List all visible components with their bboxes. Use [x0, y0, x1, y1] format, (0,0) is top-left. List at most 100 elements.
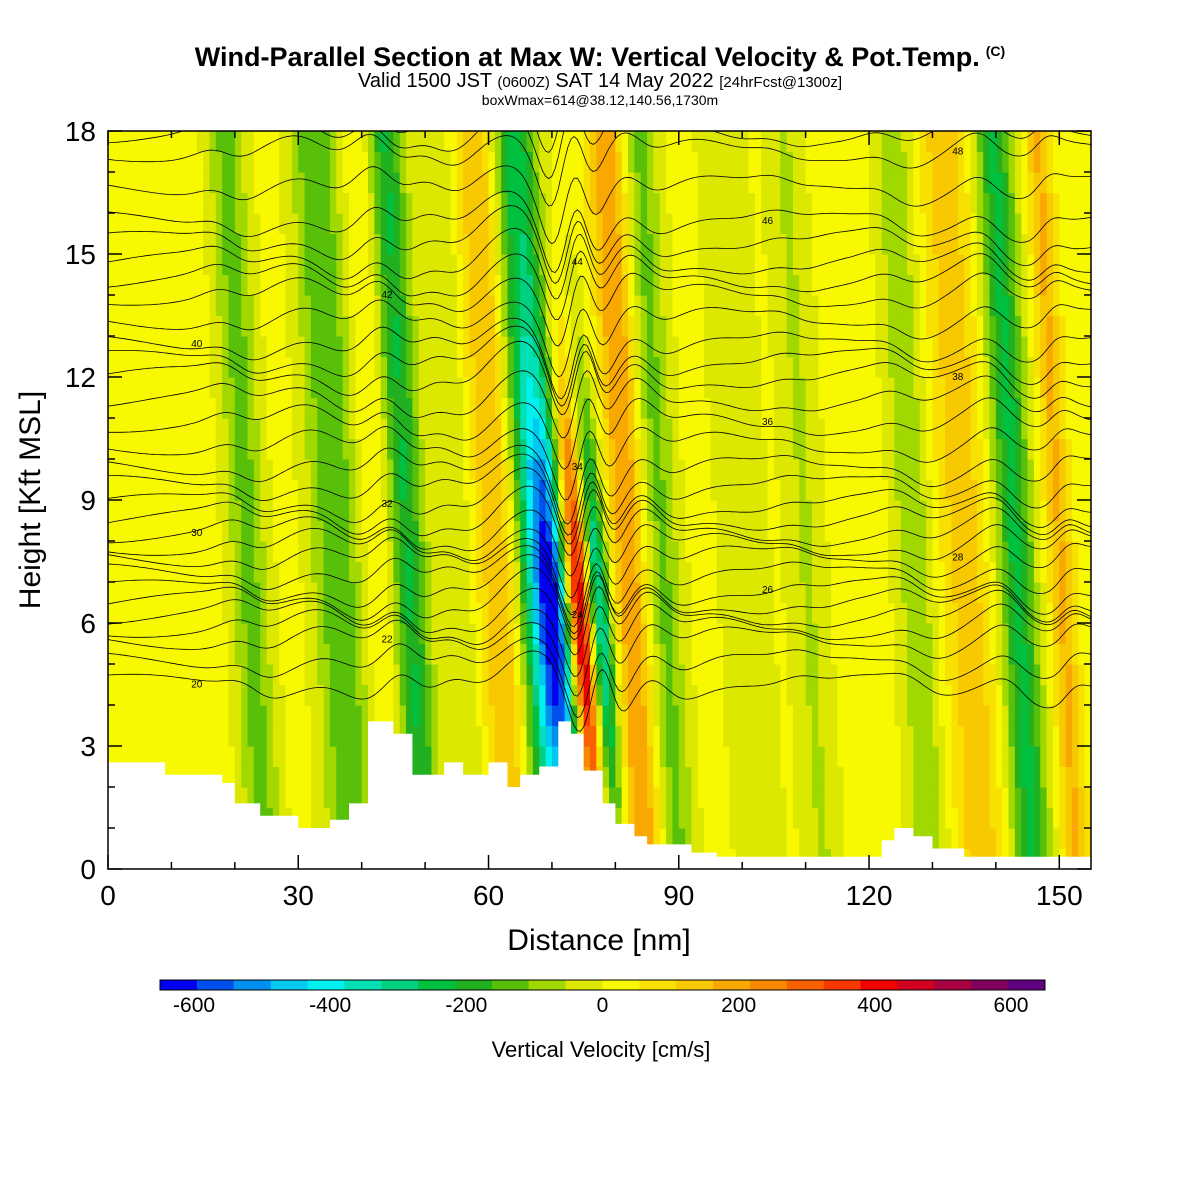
velocity-cell	[418, 315, 426, 337]
velocity-cell	[520, 131, 528, 153]
velocity-cell	[748, 500, 756, 522]
velocity-cell	[862, 623, 870, 645]
velocity-cell	[913, 561, 921, 583]
velocity-cell	[691, 438, 699, 460]
velocity-cell	[412, 254, 420, 276]
velocity-cell	[551, 377, 559, 399]
velocity-cell	[773, 295, 781, 317]
velocity-cell	[609, 766, 616, 788]
velocity-cell	[482, 336, 490, 358]
velocity-cell	[653, 705, 661, 727]
velocity-cell	[932, 643, 940, 665]
velocity-cell	[520, 459, 528, 481]
velocity-cell	[824, 315, 832, 337]
velocity-cell	[678, 479, 686, 501]
velocity-cell	[494, 233, 502, 255]
velocity-cell	[799, 377, 807, 399]
velocity-cell	[799, 295, 807, 317]
velocity-cell	[406, 623, 414, 645]
velocity-cell	[234, 746, 242, 768]
velocity-cell	[697, 336, 705, 358]
velocity-cell	[596, 418, 604, 440]
velocity-cell	[761, 295, 769, 317]
velocity-cell	[685, 664, 693, 686]
velocity-cell	[862, 479, 870, 501]
velocity-cell	[666, 520, 674, 542]
velocity-cell	[843, 582, 851, 604]
velocity-cell	[482, 500, 490, 522]
velocity-cell	[501, 233, 509, 255]
velocity-cell	[190, 664, 198, 686]
velocity-cell	[317, 561, 325, 583]
velocity-cell	[253, 418, 261, 440]
velocity-cell	[748, 643, 756, 665]
velocity-cell	[938, 664, 946, 686]
velocity-cell	[653, 520, 661, 542]
velocity-cell	[570, 520, 578, 542]
velocity-cell	[304, 725, 312, 747]
velocity-cell	[222, 725, 230, 747]
velocity-cell	[894, 377, 902, 399]
velocity-cell	[133, 418, 141, 440]
velocity-cell	[792, 315, 800, 337]
velocity-cell	[108, 520, 115, 542]
velocity-cell	[837, 807, 845, 829]
velocity-cell	[158, 254, 166, 276]
velocity-cell	[869, 807, 876, 829]
velocity-cell	[697, 479, 705, 501]
velocity-cell	[881, 582, 889, 604]
velocity-cell	[209, 151, 217, 173]
velocity-cell	[938, 602, 946, 624]
velocity-cell	[799, 254, 807, 276]
velocity-cell	[964, 418, 972, 440]
velocity-cell	[450, 438, 458, 460]
velocity-cell	[431, 295, 439, 317]
velocity-cell	[653, 828, 661, 850]
velocity-cell	[780, 315, 788, 337]
velocity-cell	[837, 705, 845, 727]
velocity-cell	[184, 705, 192, 727]
velocity-cell	[799, 582, 807, 604]
velocity-cell	[907, 664, 915, 686]
velocity-cell	[272, 418, 280, 440]
velocity-cell	[634, 151, 642, 173]
velocity-cell	[589, 664, 597, 686]
velocity-cell	[577, 500, 585, 522]
velocity-cell	[735, 684, 743, 706]
velocity-cell	[666, 684, 674, 706]
velocity-cell	[355, 684, 363, 706]
velocity-cell	[805, 459, 813, 481]
velocity-cell	[945, 438, 953, 460]
velocity-cell	[475, 725, 483, 747]
velocity-cell	[406, 561, 414, 583]
velocity-cell	[615, 356, 623, 378]
velocity-cell	[919, 459, 927, 481]
velocity-cell	[811, 561, 819, 583]
velocity-cell	[932, 705, 940, 727]
velocity-cell	[659, 623, 667, 645]
velocity-cell	[780, 766, 788, 788]
velocity-cell	[742, 500, 750, 522]
velocity-cell	[209, 684, 217, 706]
velocity-cell	[298, 561, 306, 583]
velocity-cell	[577, 131, 585, 153]
velocity-cell	[431, 192, 439, 214]
velocity-cell	[615, 459, 623, 481]
velocity-cell	[374, 213, 382, 235]
velocity-cell	[469, 623, 477, 645]
velocity-cell	[437, 213, 445, 235]
velocity-cell	[399, 602, 407, 624]
velocity-cell	[215, 131, 223, 153]
velocity-cell	[735, 438, 743, 460]
velocity-cell	[494, 151, 502, 173]
velocity-cell	[672, 582, 680, 604]
velocity-cell	[399, 623, 407, 645]
velocity-cell	[704, 582, 712, 604]
velocity-cell	[888, 807, 895, 829]
velocity-cell	[710, 746, 718, 768]
velocity-cell	[336, 315, 344, 337]
velocity-cell	[513, 151, 521, 173]
velocity-cell	[919, 295, 927, 317]
velocity-cell	[856, 705, 864, 727]
velocity-cell	[729, 356, 737, 378]
